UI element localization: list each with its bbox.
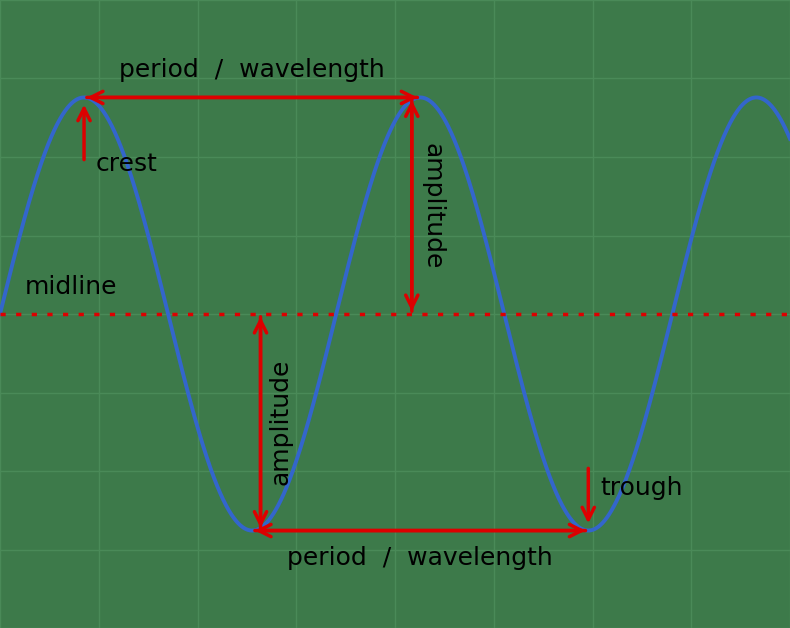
Text: amplitude: amplitude bbox=[420, 143, 444, 269]
Text: crest: crest bbox=[96, 151, 158, 176]
Text: period  /  wavelength: period / wavelength bbox=[288, 546, 553, 570]
Text: period  /  wavelength: period / wavelength bbox=[119, 58, 385, 82]
Text: amplitude: amplitude bbox=[269, 359, 293, 485]
Text: midline: midline bbox=[25, 275, 118, 299]
Text: trough: trough bbox=[600, 477, 683, 501]
